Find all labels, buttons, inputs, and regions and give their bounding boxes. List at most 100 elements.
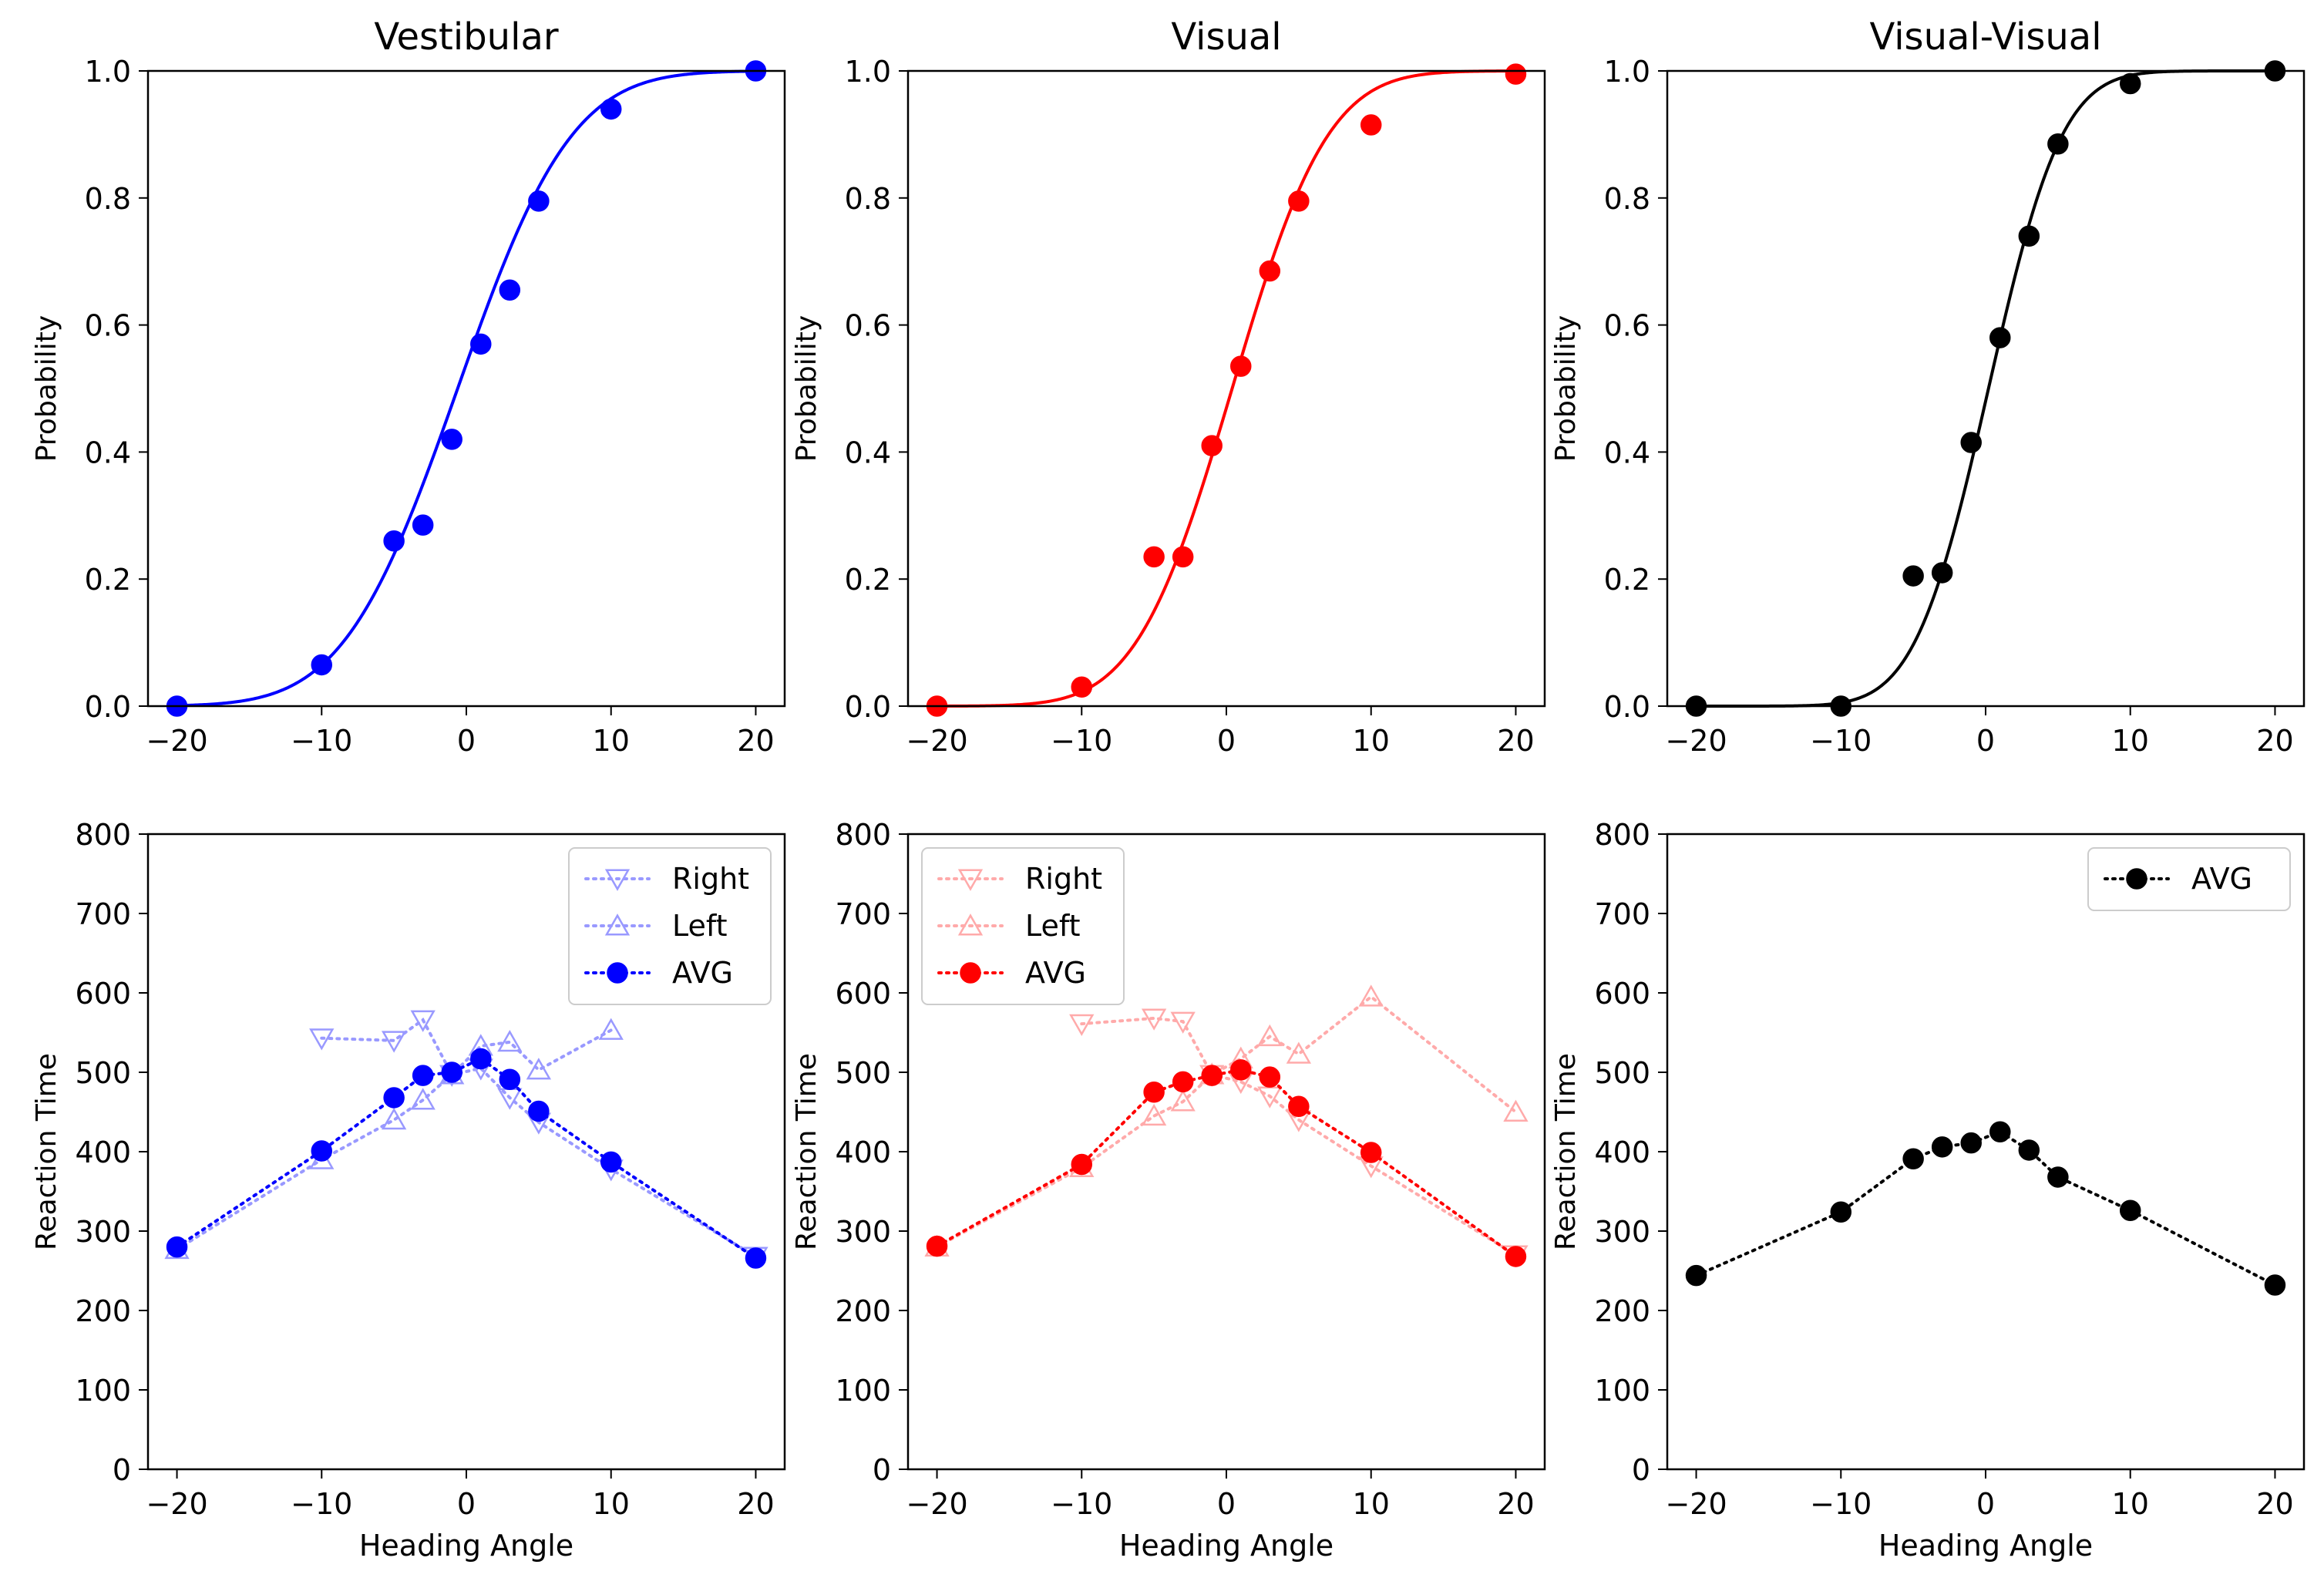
data-point [1143,546,1165,568]
x-tick-label: 0 [1976,1487,1995,1521]
axes-frame [906,833,1546,1471]
legend-label: AVG [2191,862,2252,896]
y-tick-label: 500 [1594,1056,1650,1090]
y-tick-label: 400 [1594,1135,1650,1169]
legend-marker [957,913,984,936]
y-tick-label: 500 [835,1056,891,1090]
y-tick-label: 0.4 [845,436,891,469]
y-tick-label: 1.0 [845,55,891,89]
data-point-avg [2264,1274,2286,1296]
x-tick-label: 20 [2256,1487,2293,1521]
data-point [1201,435,1223,456]
data-point-avg [1143,1082,1165,1103]
data-point [2018,225,2040,247]
data-point-avg [1902,1148,1924,1170]
data-point [1902,565,1924,587]
data-point-avg [499,1068,521,1091]
y-tick-label: 800 [1594,818,1650,852]
y-axis-label: Reaction Time [1550,1053,1582,1250]
legend-marker [607,962,628,984]
x-tick-label: −20 [906,1487,967,1521]
data-point-avg [745,1247,767,1269]
y-tick-label: 600 [75,977,131,1011]
series-line-right [320,1018,758,1258]
y-tick-label: 0.4 [85,436,131,469]
data-point-left [497,1030,523,1052]
data-point-left [1257,1024,1283,1047]
x-tick-label: 0 [1976,724,1995,758]
legend-label: AVG [1025,956,1086,990]
data-point-left [1286,1041,1312,1064]
x-tick-label: 20 [2256,724,2293,758]
plot-area [1685,60,2286,717]
chart-panel-2: Visual 0.0 0.2 0.4 0.6 0.8 1.0 −20 −10 0 10 20 Proba… [791,15,1546,758]
data-point [311,654,333,676]
legend-marker [960,962,981,984]
fit-curve [937,69,1516,708]
data-point-avg [1505,1246,1527,1267]
x-tick-label: −10 [1051,1487,1112,1521]
x-tick-label: 10 [1353,724,1390,758]
chart-panel-4: 0 100 200 300 400 500 600 700 800 −20 −10 0 10 20 Reac… [31,818,786,1563]
data-point-right [1170,1011,1196,1034]
data-point-avg [166,1236,188,1258]
data-point-avg [1172,1071,1194,1093]
x-tick-label: −10 [1051,724,1112,758]
data-point-avg [926,1235,948,1257]
chart-title: Vestibular [374,15,558,59]
data-point-avg [1989,1121,2011,1142]
chart-panel-1: Vestibular 0.0 0.2 0.4 0.6 0.8 1.0 −20 −10 0 10 20 P… [31,15,786,758]
x-tick-label: 0 [457,724,476,758]
data-point [1172,546,1194,568]
legend-label: AVG [672,956,733,990]
data-point-left [1503,1099,1529,1122]
data-point-left [526,1058,552,1080]
y-tick-label: 0.6 [85,309,131,343]
x-tick-label: 20 [1497,724,1534,758]
data-point-avg [311,1140,333,1162]
y-tick-label: 0.6 [845,309,891,343]
data-point-left [1141,1103,1167,1126]
data-point [1931,562,1953,584]
data-point-left [1358,984,1384,1007]
data-point-avg [383,1087,405,1109]
x-tick-label: 20 [737,1487,774,1521]
data-point [441,429,462,450]
y-tick-label: 1.0 [85,55,131,89]
y-tick-label: 0 [873,1453,891,1487]
legend-marker [604,869,631,891]
y-tick-label: 200 [1594,1294,1650,1328]
series-line-avg [175,1057,758,1260]
axes-frame [1666,69,2306,708]
y-tick-label: 0.0 [845,690,891,724]
x-tick-label: 10 [2112,1487,2149,1521]
y-tick-label: 400 [75,1135,131,1169]
data-point-avg [1071,1153,1093,1176]
y-tick-label: 0.6 [1604,309,1650,343]
legend-marker [604,913,631,936]
x-axis-label: Heading Angle [359,1529,573,1563]
data-point-right [1069,1014,1095,1036]
axes-frame [1666,833,2306,1471]
x-tick-label: −20 [1665,1487,1727,1521]
y-tick-label: 700 [75,897,131,931]
y-tick-label: 0.2 [1604,563,1650,597]
data-point [412,514,434,536]
legend-label: Left [672,909,728,943]
y-tick-label: 0 [1632,1453,1650,1487]
data-point-avg [1360,1142,1382,1163]
y-tick-label: 600 [835,977,891,1011]
legend: Right Left AVG [568,847,772,1005]
data-point-right [381,1031,407,1053]
x-tick-label: −10 [1810,1487,1872,1521]
legend: Right Left AVG [921,847,1125,1005]
y-tick-label: 400 [835,1135,891,1169]
data-point [499,279,521,301]
y-tick-label: 0.0 [1604,690,1650,724]
y-axis-label: Probability [31,315,62,462]
y-tick-label: 100 [1594,1374,1650,1408]
data-point-right [410,1010,436,1032]
y-tick-label: 0.0 [85,690,131,724]
y-tick-label: 0.8 [1604,182,1650,216]
